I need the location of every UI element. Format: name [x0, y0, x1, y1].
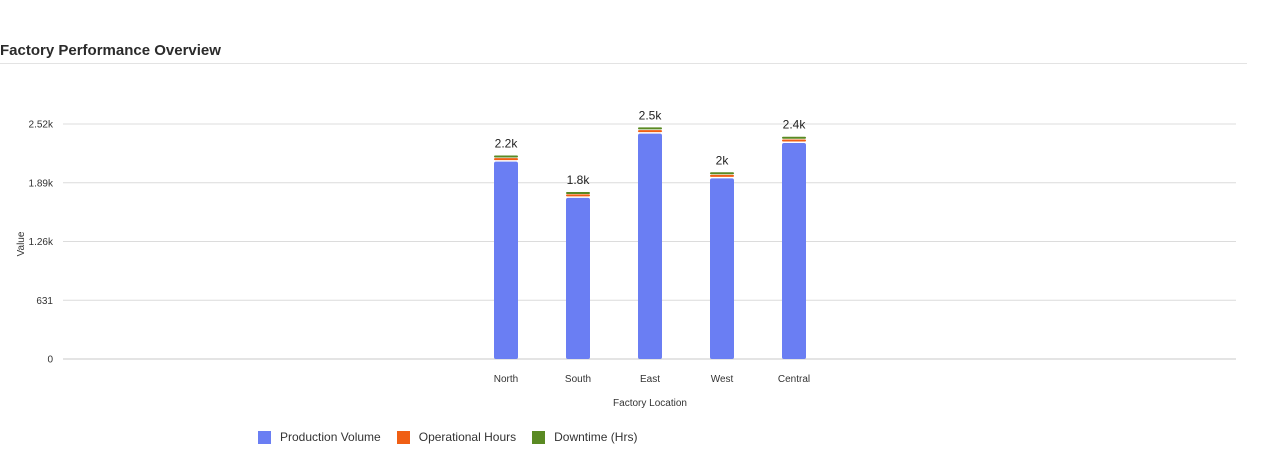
x-axis-label: Factory Location [613, 398, 687, 409]
bar-downtime-hrs [710, 172, 734, 175]
legend-swatch [396, 430, 410, 444]
bar-total-label: 2.2k [495, 137, 519, 151]
bar-downtime-hrs [494, 155, 518, 158]
legend-swatch [258, 430, 271, 444]
x-tick-label: Central [778, 374, 810, 385]
bar-operational-hours [782, 139, 806, 142]
bar-total-label: 2.5k [639, 108, 663, 122]
legend-swatch [532, 430, 546, 444]
y-tick-label: 1.26k [29, 237, 54, 248]
bar-total-label: 2k [716, 153, 730, 167]
bar-production-volume [782, 142, 806, 359]
bar-downtime-hrs [638, 127, 662, 130]
title-divider [0, 63, 1247, 64]
legend: Production Volume Operational Hours Down… [258, 430, 653, 444]
x-tick-label: South [565, 374, 591, 385]
y-tick-label: 0 [47, 355, 53, 366]
bar-production-volume [638, 133, 662, 359]
x-tick-label: North [494, 374, 518, 385]
bar-production-volume [710, 178, 734, 359]
legend-item-downtime[interactable]: Downtime (Hrs) [532, 430, 637, 444]
legend-label: Downtime (Hrs) [554, 430, 638, 444]
bars: 2.2k 1.8k 2.5k 2k 2.4k [494, 108, 806, 359]
x-tick-label: West [711, 374, 734, 385]
bar-operational-hours [566, 194, 590, 197]
legend-item-production-volume[interactable]: Production Volume [258, 430, 381, 444]
chart-title: Factory Performance Overview [0, 42, 221, 59]
bar-downtime-hrs [566, 192, 590, 195]
y-tick-label: 1.89k [29, 178, 54, 189]
y-axis: 0 631 1.26k 1.89k 2.52k [29, 120, 54, 366]
y-axis-label: Value [16, 231, 27, 256]
bar-operational-hours [710, 174, 734, 177]
bar-operational-hours [638, 130, 662, 133]
bar-production-volume [566, 197, 590, 359]
legend-label: Production Volume [280, 430, 381, 444]
bar-downtime-hrs [782, 136, 806, 139]
legend-label: Operational Hours [418, 430, 517, 444]
y-tick-label: 631 [36, 296, 53, 307]
x-axis: North South East West Central [494, 374, 810, 385]
bar-total-label: 2.4k [783, 118, 807, 132]
bar-operational-hours [494, 158, 518, 161]
x-tick-label: East [640, 374, 660, 385]
y-tick-label: 2.52k [29, 120, 54, 131]
bar-production-volume [494, 161, 518, 359]
bar-total-label: 1.8k [567, 173, 591, 187]
legend-item-operational-hours[interactable]: Operational Hours [396, 430, 517, 444]
